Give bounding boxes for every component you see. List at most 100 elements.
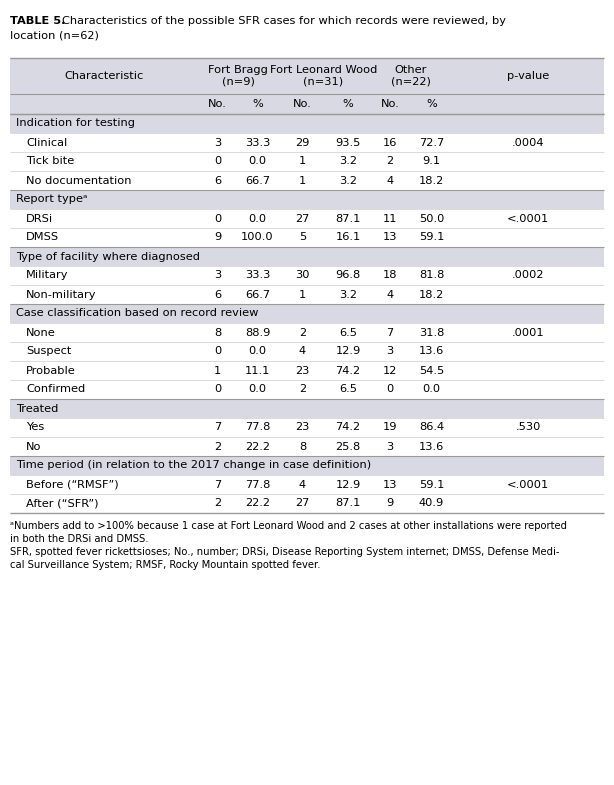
Text: 6.5: 6.5: [339, 385, 357, 395]
Text: 7: 7: [386, 327, 394, 338]
Text: 3.2: 3.2: [339, 176, 357, 185]
Text: 27: 27: [295, 498, 309, 509]
Text: Clinical: Clinical: [26, 137, 68, 148]
Text: Confirmed: Confirmed: [26, 385, 85, 395]
Text: 0.0: 0.0: [249, 346, 266, 356]
Text: 3.2: 3.2: [339, 156, 357, 166]
Text: 31.8: 31.8: [419, 327, 444, 338]
Text: <.0001: <.0001: [507, 214, 549, 224]
Bar: [10, 228, 604, 247]
Text: 59.1: 59.1: [419, 232, 444, 243]
Text: No documentation: No documentation: [26, 176, 131, 185]
Text: 22.2: 22.2: [245, 441, 270, 451]
Text: 27: 27: [295, 214, 309, 224]
Text: 18.2: 18.2: [419, 176, 444, 185]
Text: 6.5: 6.5: [339, 327, 357, 338]
Text: Treated: Treated: [16, 403, 58, 414]
Text: 40.9: 40.9: [419, 498, 444, 509]
Bar: [10, 266, 604, 285]
Text: .0004: .0004: [511, 137, 544, 148]
Bar: [10, 171, 604, 190]
Text: 13.6: 13.6: [419, 441, 444, 451]
Text: Characteristic: Characteristic: [64, 71, 144, 81]
Bar: [10, 247, 604, 266]
Text: 6: 6: [214, 290, 221, 300]
Text: TABLE 5.: TABLE 5.: [10, 16, 66, 26]
Text: Before (“RMSF”): Before (“RMSF”): [26, 480, 119, 490]
Text: 72.7: 72.7: [419, 137, 444, 148]
Text: 11.1: 11.1: [245, 366, 270, 375]
Text: location (n=62): location (n=62): [10, 30, 99, 40]
Text: 9: 9: [214, 232, 221, 243]
Text: 18: 18: [383, 271, 397, 280]
Text: 4: 4: [386, 290, 394, 300]
Text: 5: 5: [299, 232, 306, 243]
Text: 4: 4: [386, 176, 394, 185]
Text: 88.9: 88.9: [245, 327, 270, 338]
Text: 4: 4: [299, 346, 306, 356]
Text: Fort Leonard Wood
(n=31): Fort Leonard Wood (n=31): [270, 65, 377, 87]
Bar: [10, 152, 604, 171]
Text: None: None: [26, 327, 56, 338]
Text: 0: 0: [214, 385, 221, 395]
Text: 3: 3: [386, 346, 394, 356]
Text: %: %: [426, 99, 437, 109]
Text: 6: 6: [214, 176, 221, 185]
Text: 23: 23: [295, 422, 309, 433]
Text: Suspect: Suspect: [26, 346, 71, 356]
Bar: [10, 475, 604, 494]
Text: 12.9: 12.9: [335, 346, 360, 356]
Text: No.: No.: [208, 99, 227, 109]
Text: Time period (in relation to the 2017 change in case definition): Time period (in relation to the 2017 cha…: [16, 461, 371, 470]
Text: 30: 30: [295, 271, 309, 280]
Text: Report typeᵃ: Report typeᵃ: [16, 195, 87, 205]
Text: 12.9: 12.9: [335, 480, 360, 490]
Text: Characteristics of the possible SFR cases for which records were reviewed, by: Characteristics of the possible SFR case…: [62, 16, 506, 26]
Text: 0.0: 0.0: [249, 385, 266, 395]
Text: <.0001: <.0001: [507, 480, 549, 490]
Text: 50.0: 50.0: [419, 214, 444, 224]
Text: 16.1: 16.1: [335, 232, 360, 243]
Text: Fort Bragg
(n=9): Fort Bragg (n=9): [208, 65, 268, 87]
Bar: [10, 114, 604, 133]
Text: 0: 0: [214, 214, 221, 224]
Bar: [10, 323, 604, 342]
Text: 13: 13: [383, 232, 397, 243]
Text: ᵃNumbers add to >100% because 1 case at Fort Leonard Wood and 2 cases at other i: ᵃNumbers add to >100% because 1 case at …: [10, 521, 567, 544]
Text: 4: 4: [299, 480, 306, 490]
Text: .0002: .0002: [511, 271, 544, 280]
Text: 12: 12: [383, 366, 397, 375]
Text: 0.0: 0.0: [422, 385, 441, 395]
Text: 2: 2: [386, 156, 394, 166]
Text: 9: 9: [386, 498, 394, 509]
Text: 22.2: 22.2: [245, 498, 270, 509]
Text: 86.4: 86.4: [419, 422, 444, 433]
Text: No: No: [26, 441, 42, 451]
Text: Other
(n=22): Other (n=22): [391, 65, 430, 87]
Text: 2: 2: [214, 441, 221, 451]
Text: Tick bite: Tick bite: [26, 156, 74, 166]
Text: 66.7: 66.7: [245, 176, 270, 185]
Bar: [10, 342, 604, 361]
Text: 7: 7: [214, 480, 221, 490]
Bar: [10, 418, 604, 437]
Text: 0: 0: [214, 346, 221, 356]
Text: 1: 1: [299, 290, 306, 300]
Text: 13: 13: [383, 480, 397, 490]
Text: 66.7: 66.7: [245, 290, 270, 300]
Text: .530: .530: [515, 422, 541, 433]
Text: 0.0: 0.0: [249, 214, 266, 224]
Text: 1: 1: [299, 176, 306, 185]
Text: Case classification based on record review: Case classification based on record revi…: [16, 309, 258, 319]
Text: 33.3: 33.3: [245, 271, 270, 280]
Text: 0.0: 0.0: [249, 156, 266, 166]
Text: 0: 0: [386, 385, 394, 395]
Text: 3: 3: [386, 441, 394, 451]
Text: Probable: Probable: [26, 366, 76, 375]
Text: 3: 3: [214, 137, 221, 148]
Text: Non-military: Non-military: [26, 290, 96, 300]
Text: 1: 1: [299, 156, 306, 166]
Text: 19: 19: [383, 422, 397, 433]
Text: 2: 2: [299, 385, 306, 395]
Text: 59.1: 59.1: [419, 480, 444, 490]
